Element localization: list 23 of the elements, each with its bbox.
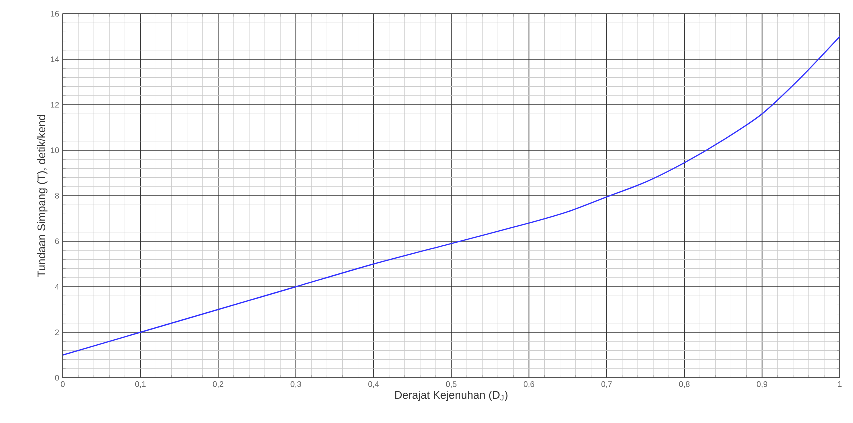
x-tick-label: 0,8 — [679, 382, 690, 388]
x-tick-label: 0,9 — [757, 382, 768, 388]
y-tick-label: 8 — [55, 193, 60, 199]
y-tick-label: 12 — [51, 102, 60, 108]
y-tick-label: 2 — [55, 330, 60, 336]
y-tick-label: 16 — [51, 11, 60, 17]
y-tick-label: 4 — [55, 284, 60, 290]
y-axis-title: Tundaan Simpang (T), detik/kend — [37, 115, 48, 278]
x-tick-label: 0,6 — [524, 382, 534, 388]
y-tick-label: 14 — [51, 56, 60, 62]
x-axis-title: Derajat Kejenuhan (D$_{J}$) — [396, 391, 508, 402]
x-tick-label: 0,1 — [135, 382, 146, 388]
x-tick-label: 0,3 — [290, 382, 302, 388]
x-tick-label: 0,7 — [602, 382, 612, 388]
x-tick-label: 0,2 — [213, 382, 224, 388]
y-tick-label: 10 — [51, 148, 60, 154]
x-tick-label: 0 — [61, 382, 65, 388]
y-tick-label: 6 — [55, 238, 60, 244]
x-tick-label: 1 — [838, 382, 842, 388]
x-tick-label: 0,4 — [368, 382, 380, 388]
x-tick-label: 0,5 — [446, 382, 457, 388]
line-series — [63, 36, 840, 356]
y-tick-label: 0 — [55, 375, 60, 381]
